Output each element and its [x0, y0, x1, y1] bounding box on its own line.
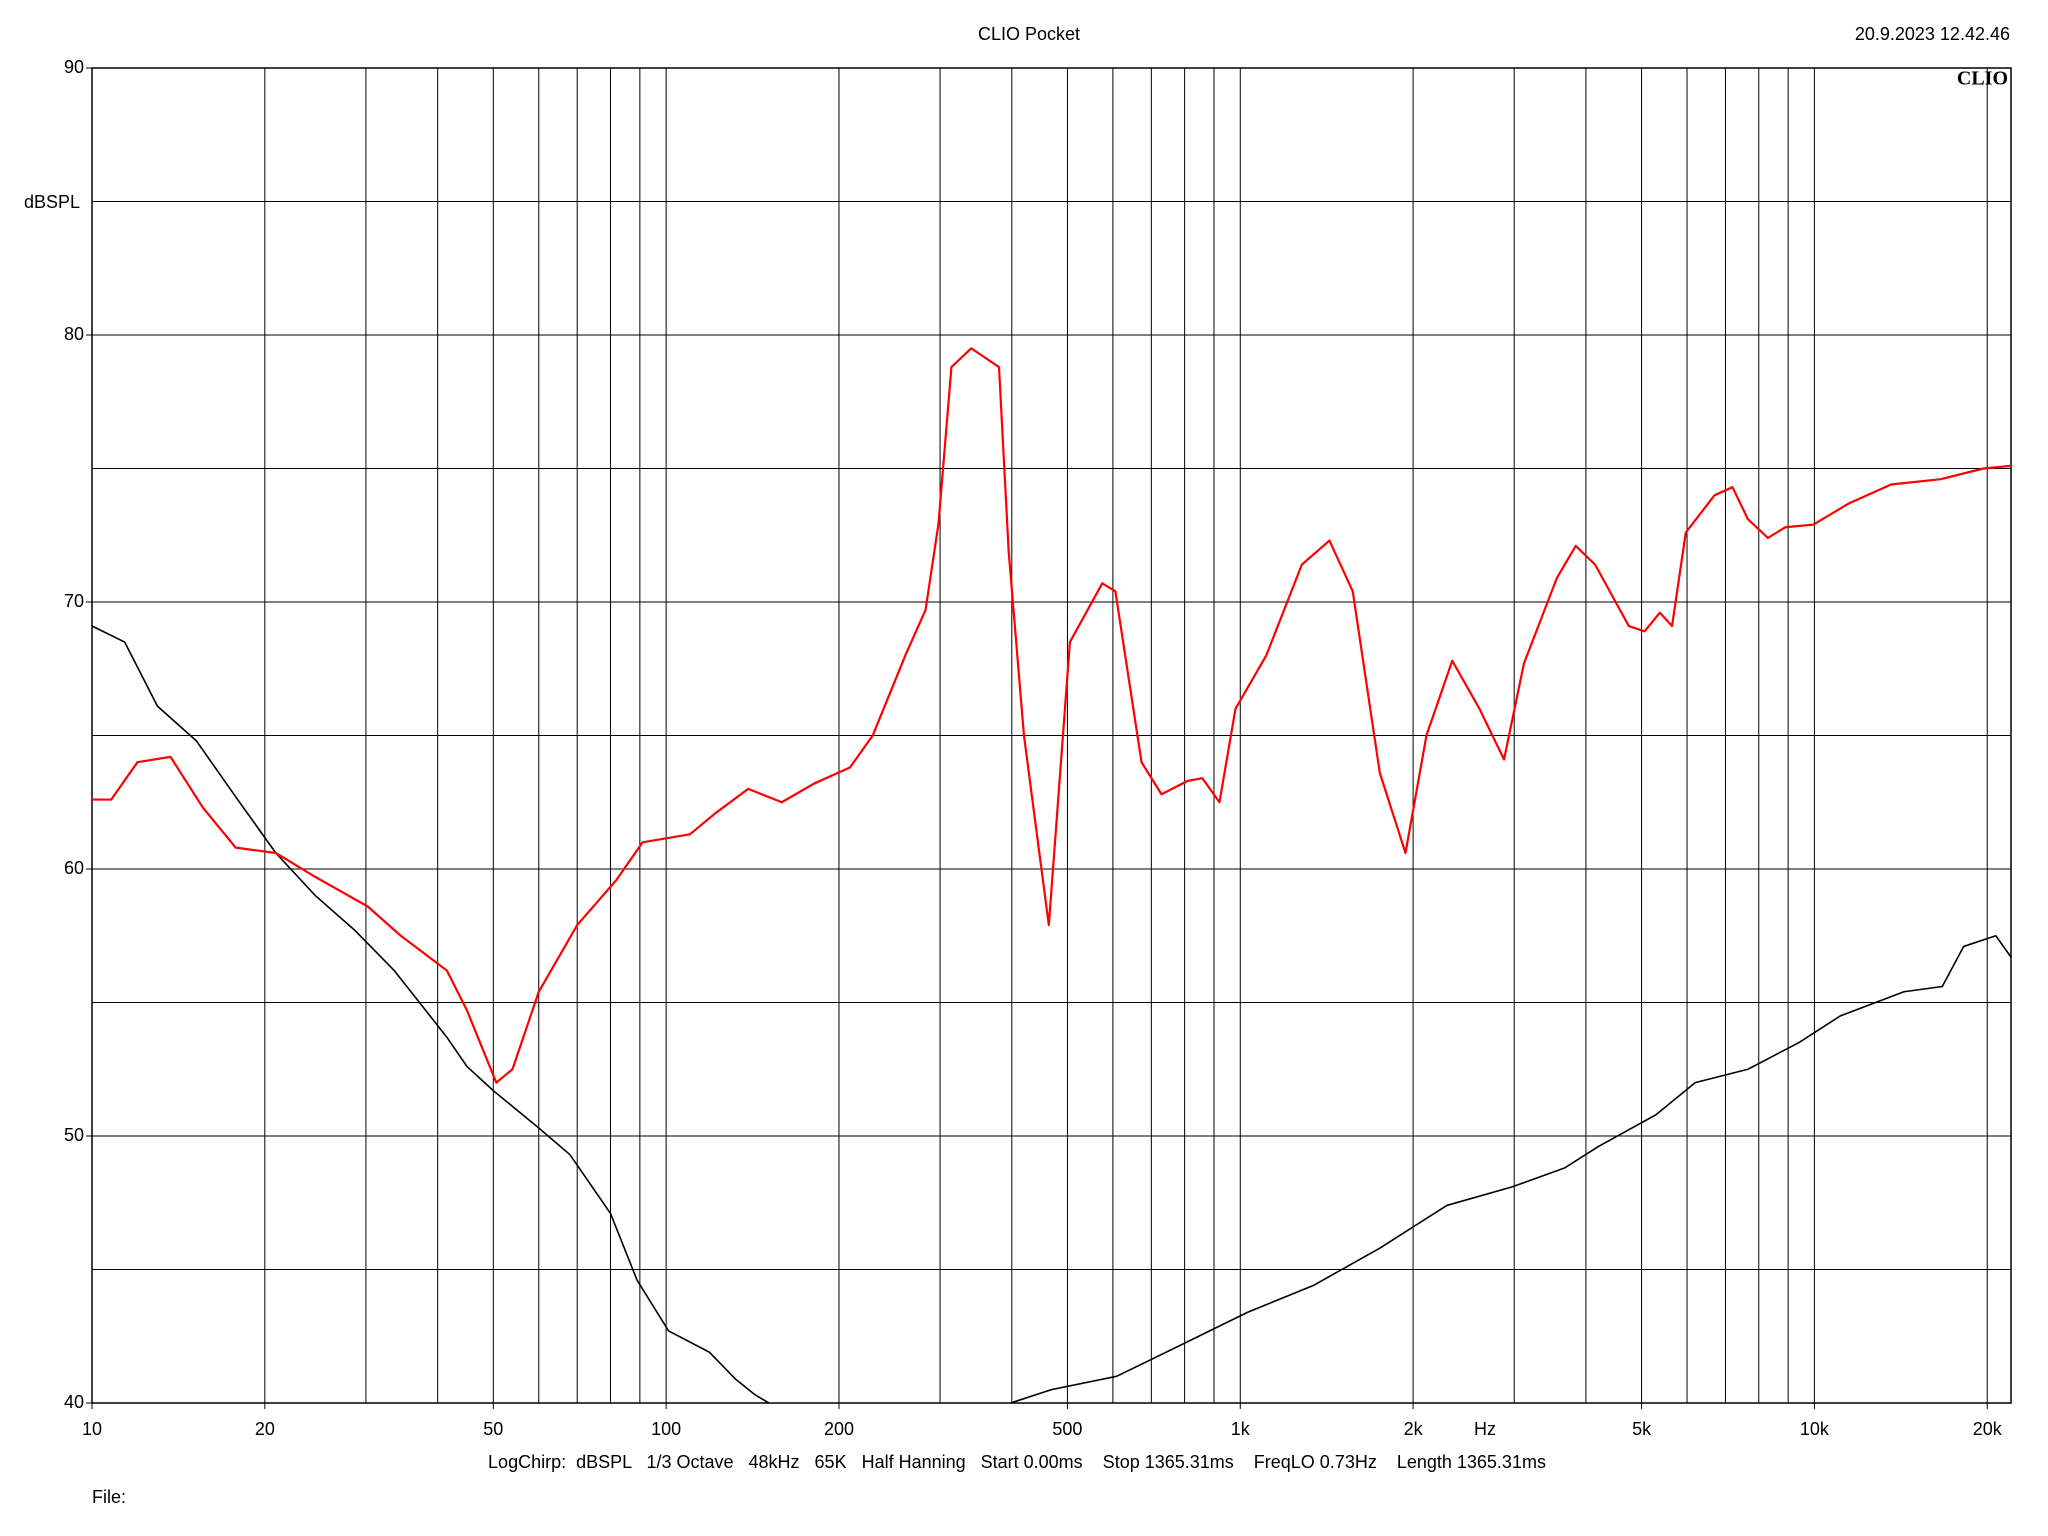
chart-title: CLIO Pocket	[978, 24, 1080, 44]
series-line	[92, 347, 2012, 1084]
footer: LogChirp: dBSPL 1/3 Octave 48kHz 65K Hal…	[488, 1452, 1546, 1472]
x-tick-label: 100	[651, 1419, 681, 1439]
y-axis-label: dBSPL	[24, 192, 80, 212]
x-tick-label: 2k	[1404, 1419, 1424, 1439]
x-tick-label: 20k	[1973, 1419, 2003, 1439]
y-tick-label: 50	[64, 1125, 84, 1145]
y-tick-label: 90	[64, 57, 84, 77]
x-tick-label: 10k	[1800, 1419, 1830, 1439]
file-label: File:	[92, 1487, 126, 1507]
x-tick-label: 1k	[1231, 1419, 1251, 1439]
x-tick-label: 500	[1052, 1419, 1082, 1439]
y-tick-label: 80	[64, 324, 84, 344]
x-tick-label: 200	[824, 1419, 854, 1439]
x-axis-label: Hz	[1474, 1419, 1496, 1439]
x-tick-label: 20	[255, 1419, 275, 1439]
x-tick-label: 5k	[1632, 1419, 1652, 1439]
x-tick-label: 10	[82, 1419, 102, 1439]
x-tick-label: 50	[483, 1419, 503, 1439]
timestamp: 20.9.2023 12.42.46	[1855, 24, 2010, 44]
y-tick-label: 70	[64, 591, 84, 611]
y-tick-label: 40	[64, 1392, 84, 1412]
plot-frame	[91, 67, 2012, 1404]
logo: CLIO	[1957, 68, 2008, 90]
y-tick-label: 60	[64, 858, 84, 878]
series-line	[91, 625, 2012, 1404]
